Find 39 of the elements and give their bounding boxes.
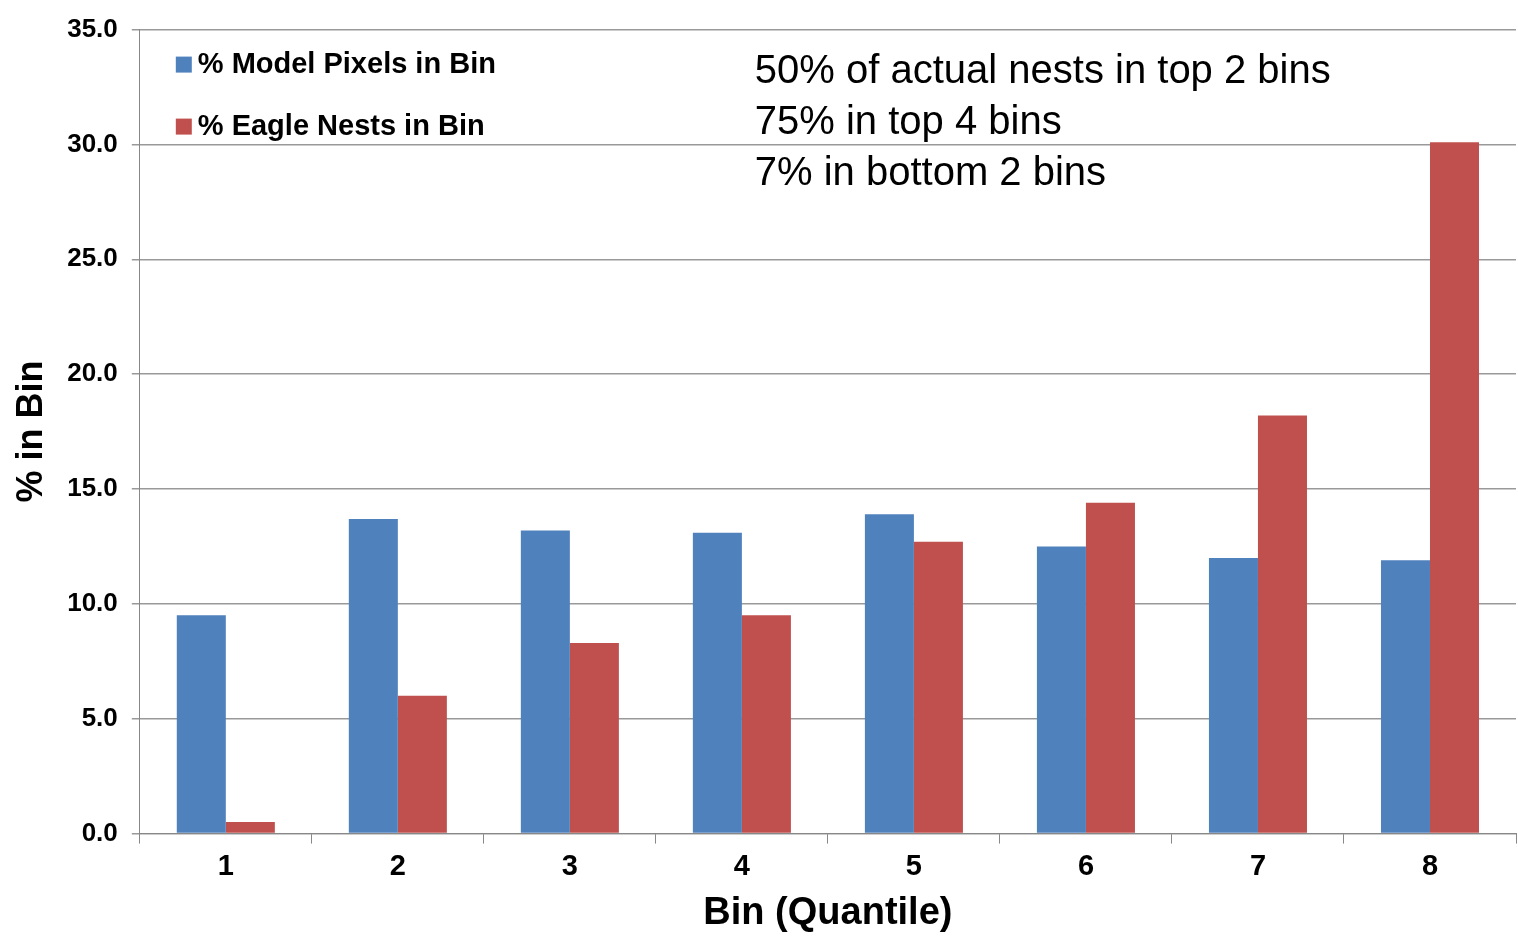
bar (1257, 415, 1307, 833)
y-tick-label: 10.0 (67, 587, 118, 618)
bar (1380, 560, 1430, 833)
bar (864, 514, 914, 833)
x-tick-label: 5 (905, 849, 922, 881)
y-tick-label: 35.0 (67, 12, 118, 43)
x-tick-label: 1 (217, 849, 234, 881)
bar (520, 530, 570, 833)
bar (741, 615, 791, 833)
x-tick-label: 4 (733, 849, 750, 881)
annotation: 50% of actual nests in top 2 bins (754, 46, 1331, 91)
legend-label: % Eagle Nests in Bin (197, 108, 485, 141)
y-axis-title: % in Bin (8, 360, 50, 503)
x-tick-label: 3 (561, 849, 578, 881)
bar (1429, 142, 1480, 833)
bar (569, 642, 619, 833)
y-tick-label: 0.0 (81, 816, 118, 847)
bar (1208, 557, 1258, 833)
bar (176, 615, 226, 833)
y-tick-label: 5.0 (81, 701, 118, 732)
bar (348, 518, 398, 833)
bar (1085, 502, 1135, 833)
legend-label: % Model Pixels in Bin (197, 46, 496, 79)
x-tick-label: 8 (1421, 849, 1439, 881)
x-tick-label: 7 (1249, 849, 1267, 881)
x-tick-label: 6 (1077, 849, 1095, 881)
bar (692, 532, 742, 833)
bar (225, 822, 275, 833)
bar (1036, 546, 1086, 833)
y-tick-label: 25.0 (67, 242, 118, 273)
y-tick-label: 20.0 (67, 357, 118, 388)
annotation: 75% in top 4 bins (754, 97, 1062, 142)
bar (397, 695, 447, 833)
bar (913, 541, 963, 833)
x-axis-title: Bin (Quantile) (703, 889, 953, 932)
y-tick-label: 30.0 (67, 127, 118, 158)
x-tick-label: 2 (389, 849, 406, 881)
annotation: 7% in bottom 2 bins (754, 148, 1107, 193)
y-tick-label: 15.0 (67, 472, 118, 503)
